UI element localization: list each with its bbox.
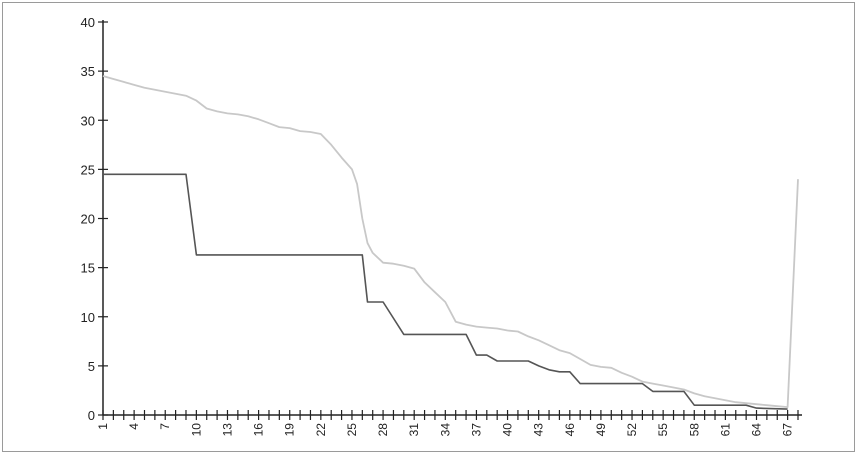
x-tick-label: 31 [407, 423, 421, 437]
y-tick-label: 5 [88, 359, 95, 374]
x-tick-label: 67 [781, 423, 795, 437]
y-tick-label: 20 [81, 212, 95, 227]
x-axis-tick-labels: 1 4 7 10 13 16 19 22 25 28 31 34 37 40 43 46 49 52 55 58 61 6… [96, 423, 795, 437]
x-tick-label: 37 [469, 423, 483, 437]
y-tick-label: 30 [81, 113, 95, 128]
series-line-1 [102, 75, 799, 408]
chart-axes [98, 20, 802, 420]
x-tick-label: 4 [127, 423, 141, 430]
x-tick-label: 52 [625, 423, 639, 437]
x-tick-label: 7 [158, 423, 172, 430]
y-tick-label: 15 [81, 261, 95, 276]
series-line-2 [103, 173, 788, 410]
x-tick-label: 46 [563, 423, 577, 437]
x-tick-label: 43 [532, 423, 546, 437]
y-tick-label: 35 [81, 64, 95, 79]
x-tick-label: 34 [438, 423, 452, 437]
y-tick-label: 40 [81, 15, 95, 30]
x-tick-label: 22 [314, 423, 328, 437]
x-tick-label: 10 [189, 423, 203, 437]
x-tick-label: 1 [96, 423, 110, 430]
x-tick-label: 49 [594, 423, 608, 437]
y-axis-tick-labels: 0 5 10 15 20 25 30 35 40 [81, 15, 95, 423]
chart-series [102, 75, 799, 410]
x-tick-label: 25 [345, 423, 359, 437]
chart-frame [2, 2, 855, 452]
y-tick-label: 0 [88, 408, 95, 423]
x-tick-label: 61 [718, 423, 732, 437]
x-tick-label: 58 [687, 423, 701, 437]
x-tick-label: 28 [376, 423, 390, 437]
x-tick-label: 13 [220, 423, 234, 437]
y-tick-label: 25 [81, 162, 95, 177]
x-tick-label: 16 [252, 423, 266, 437]
x-tick-label: 64 [750, 423, 764, 437]
x-tick-label: 40 [501, 423, 515, 437]
x-tick-label: 55 [656, 423, 670, 437]
x-tick-label: 19 [283, 423, 297, 437]
y-tick-label: 10 [81, 310, 95, 325]
